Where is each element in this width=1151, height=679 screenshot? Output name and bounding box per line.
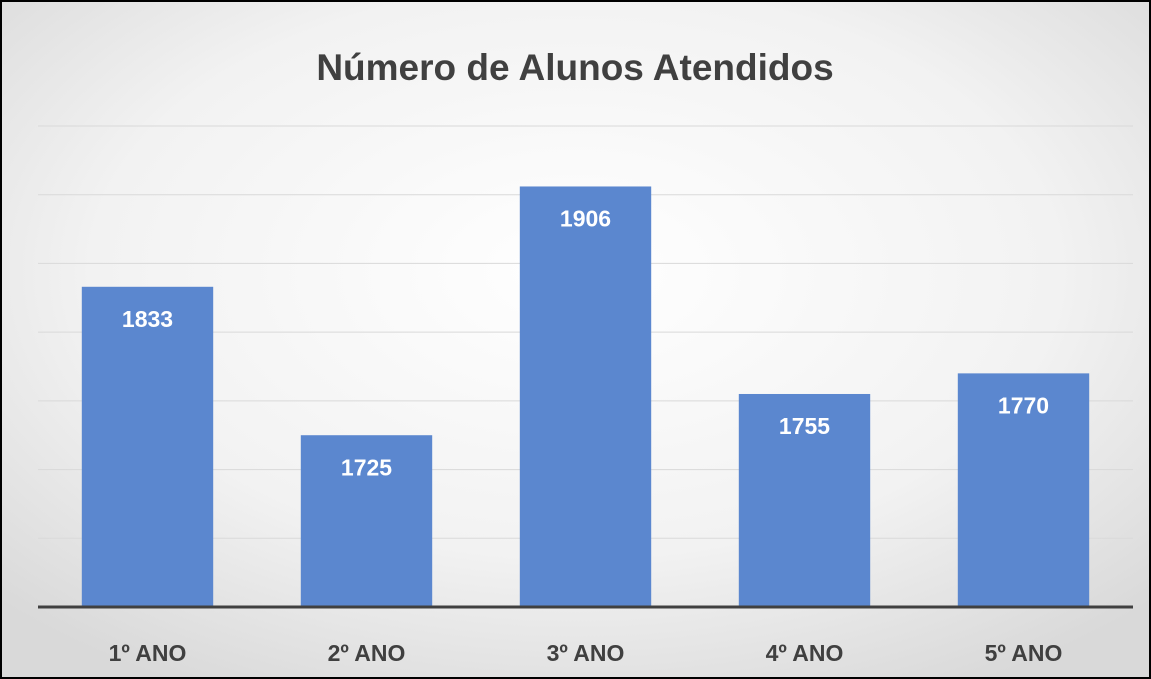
- bar: [738, 393, 871, 607]
- bar: [519, 186, 652, 607]
- bar: [957, 373, 1090, 607]
- x-tick-label: 1º ANO: [109, 640, 187, 666]
- data-label: 1725: [341, 454, 392, 480]
- x-tick-label: 4º ANO: [766, 640, 844, 666]
- bar: [81, 286, 214, 607]
- data-label: 1770: [998, 392, 1049, 418]
- x-tick-label: 3º ANO: [547, 640, 625, 666]
- x-tick-label: 2º ANO: [328, 640, 406, 666]
- data-label: 1906: [560, 206, 611, 232]
- data-label: 1755: [779, 413, 830, 439]
- x-tick-label: 5º ANO: [985, 640, 1063, 666]
- chart-title: Número de Alunos Atendidos: [316, 47, 833, 88]
- data-label: 1833: [122, 306, 173, 332]
- bar: [300, 435, 433, 607]
